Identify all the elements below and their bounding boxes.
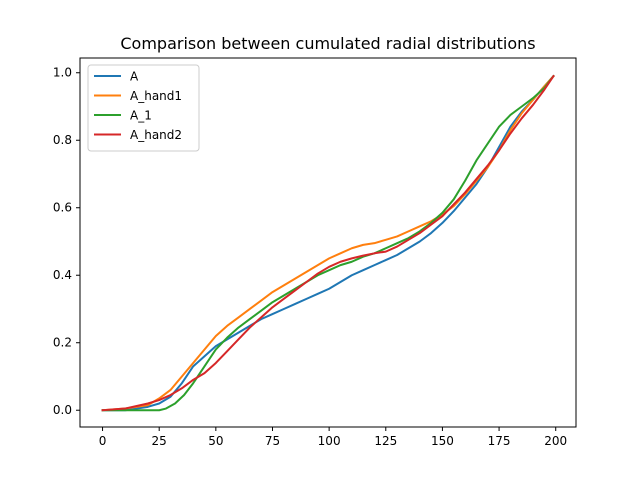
- series-layer: [101, 74, 555, 412]
- plot-frame: [79, 57, 577, 428]
- x-tick-label: 200: [544, 434, 567, 448]
- y-tick-label: 0.0: [53, 403, 72, 417]
- legend-label-a: A: [130, 70, 139, 84]
- axes-layer: 0 25 50 75 100 125 150 175 200 0.0 0.2 0.4 0.6 0.8 1.0: [53, 57, 577, 448]
- y-tick-label: 0.6: [53, 201, 72, 215]
- x-tick-label: 100: [318, 434, 341, 448]
- x-tick-label: 125: [374, 434, 397, 448]
- x-tick-label: 0: [99, 434, 107, 448]
- chart-title: Comparison between cumulated radial dist…: [120, 34, 535, 53]
- y-tick-label: 1.0: [53, 66, 72, 80]
- legend-label-a-1: A_1: [130, 109, 152, 123]
- series-line-a-hand2: [101, 74, 555, 412]
- legend-box: [87, 64, 200, 152]
- x-tick-label: 150: [431, 434, 454, 448]
- legend-label-a-hand1: A_hand1: [130, 89, 182, 103]
- series-line-a-1: [101, 74, 555, 412]
- legend-label-a-hand2: A_hand2: [130, 128, 182, 142]
- legend: A A_hand1 A_1 A_hand2: [87, 64, 200, 152]
- series-line-a-hand1: [101, 74, 555, 412]
- y-tick-label: 0.2: [53, 336, 72, 350]
- y-tick-label: 0.4: [53, 268, 72, 282]
- y-tick-label: 0.8: [53, 133, 72, 147]
- x-tick-label: 50: [208, 434, 223, 448]
- x-tick-label: 25: [152, 434, 167, 448]
- x-tick-label: 75: [265, 434, 280, 448]
- x-tick-label: 175: [488, 434, 511, 448]
